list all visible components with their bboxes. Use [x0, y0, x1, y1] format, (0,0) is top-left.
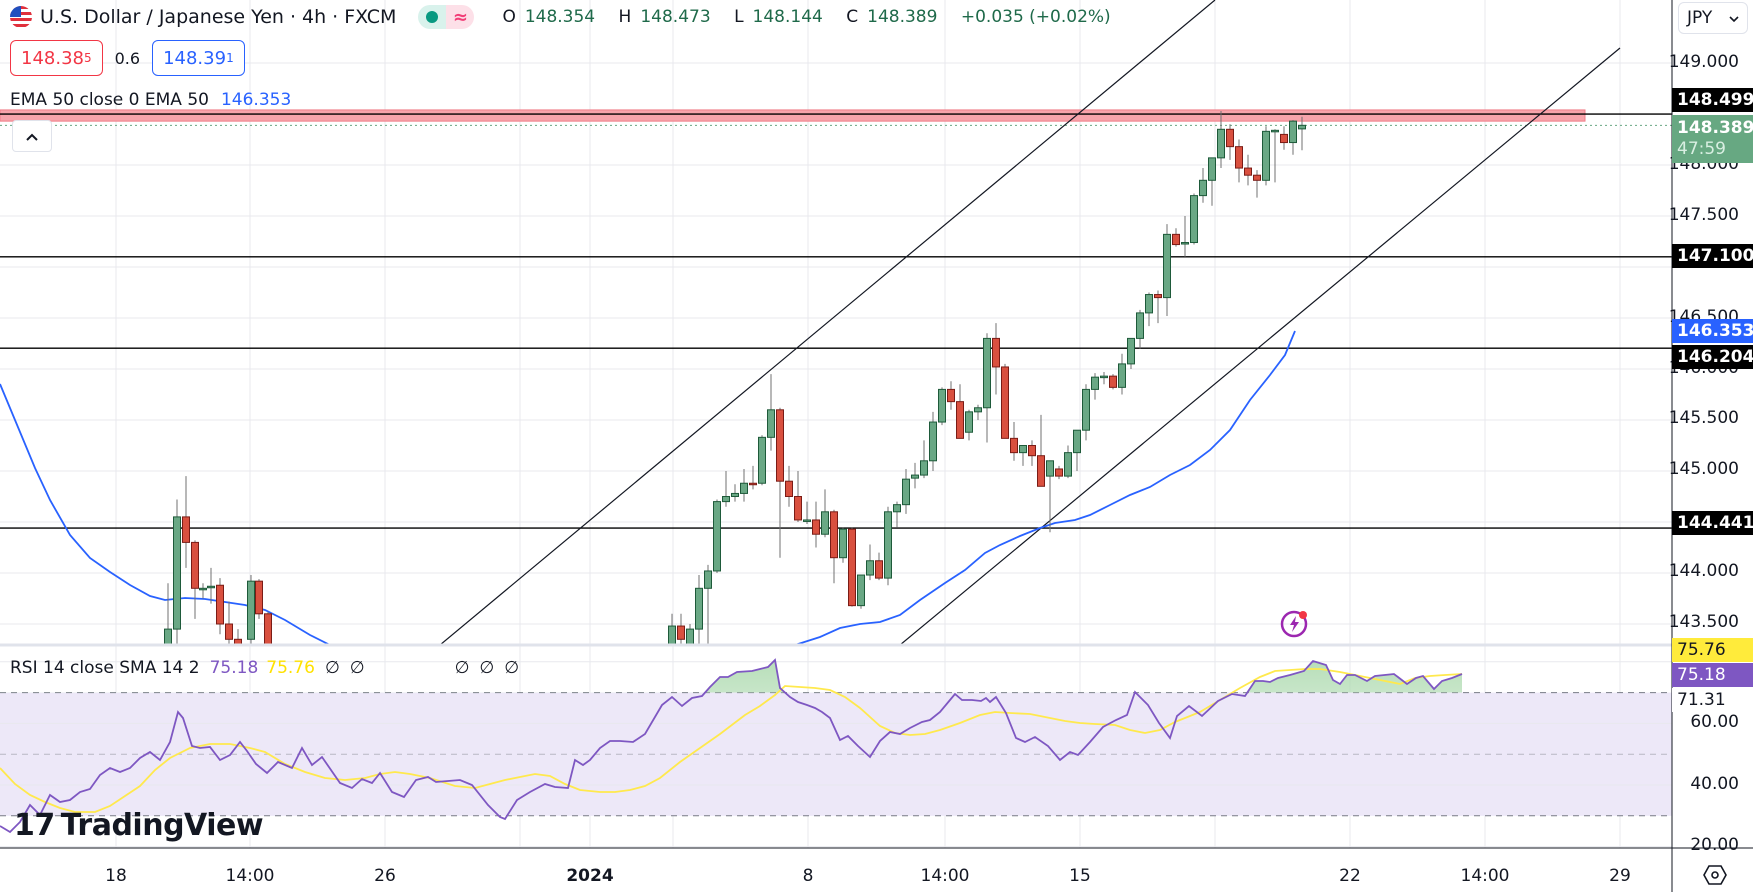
axis-tick-label: 149.000 [1668, 52, 1739, 72]
time-tick-label: 29 [1609, 866, 1631, 886]
collapse-legend-button[interactable] [12, 120, 52, 152]
market-status-pill[interactable]: ≈ [418, 5, 475, 29]
lightning-alerts-icon[interactable] [1278, 606, 1312, 640]
axis-tick-label: 147.500 [1668, 205, 1739, 225]
axis-settings-button[interactable] [1700, 862, 1730, 888]
price-level-tag: 146.204 [1672, 345, 1753, 369]
currency-label: JPY [1687, 8, 1713, 28]
time-tick-label: 15 [1069, 866, 1091, 886]
symbol-title[interactable]: U.S. Dollar / Japanese Yen [40, 6, 284, 28]
time-tick-label: 2024 [566, 866, 614, 886]
time-tick-label: 14:00 [1460, 866, 1510, 886]
na-value: ∅ [324, 658, 340, 678]
ema-value: 146.353 [220, 90, 292, 110]
sell-button[interactable]: 148.38 5 [10, 40, 103, 76]
time-tick-label: 22 [1339, 866, 1361, 886]
interval-label[interactable]: 4h [302, 6, 327, 28]
na-value: ∅ [479, 658, 495, 678]
separator: · [289, 6, 297, 28]
separator: · [332, 6, 339, 28]
rsi-sma-value: 75.76 [266, 658, 315, 678]
rsi-value: 75.18 [209, 658, 259, 678]
exchange-label: FXCM [344, 6, 397, 28]
na-value: ∅ [504, 658, 519, 678]
tradingview-logo-icon: 17 [14, 808, 55, 843]
ohlc-values: O 148.354 H 148.473 L 148.144 C 148.389 +0.0… [502, 7, 1111, 27]
market-open-dot-icon [426, 11, 439, 23]
chevron-down-icon [1729, 8, 1739, 28]
us-flag-icon [10, 6, 32, 28]
rsi-legend[interactable]: RSI 14 close SMA 14 2 75.18 75.76 ∅ ∅ ∅ … [10, 657, 519, 679]
time-tick-label: 14:00 [920, 866, 970, 886]
currency-selector[interactable]: JPY [1678, 2, 1748, 34]
symbol-legend[interactable]: U.S. Dollar / Japanese Yen · 4h · FXCM ≈… [10, 4, 1120, 30]
price-level-tag: 146.353 [1672, 319, 1753, 343]
price-level-tag: 75.18 [1672, 663, 1753, 687]
buy-sell-panel: 148.38 5 0.6 148.39 1 [10, 40, 245, 76]
ema-legend[interactable]: EMA 50 close 0 EMA 50 146.353 [10, 89, 291, 111]
time-tick-label: 18 [105, 866, 127, 886]
axis-tick-label: 20.00 [1690, 835, 1739, 855]
ema-label: EMA 50 close 0 EMA 50 [10, 90, 209, 110]
tradingview-logo-text: TradingView [60, 808, 264, 843]
spread-value: 0.6 [114, 48, 141, 68]
price-level-tag: 71.31 [1672, 688, 1753, 712]
buy-button[interactable]: 148.39 1 [152, 40, 245, 76]
chevron-up-icon [25, 127, 39, 146]
axis-tick-label: 143.500 [1668, 612, 1739, 632]
na-value: ∅ [349, 658, 365, 678]
na-value: ∅ [454, 658, 470, 678]
bar-countdown: 47:59 [1677, 139, 1726, 159]
time-tick-label: 8 [802, 866, 814, 886]
price-level-tag: 148.499 [1672, 88, 1753, 112]
current-price-tag: 148.389 47:59 [1672, 115, 1753, 163]
axis-settings-hexagon-icon [1703, 865, 1727, 885]
axis-tick-label: 60.00 [1690, 712, 1739, 732]
time-tick-label: 14:00 [225, 866, 275, 886]
price-level-tag: 75.76 [1672, 638, 1753, 662]
price-level-tag: 147.100 [1672, 244, 1753, 268]
price-level-tag: 144.441 [1672, 511, 1753, 535]
axis-tick-label: 145.500 [1668, 408, 1739, 428]
axis-tick-label: 145.000 [1668, 459, 1739, 479]
axis-tick-label: 144.000 [1668, 561, 1739, 581]
tradingview-logo[interactable]: 17 TradingView [14, 808, 264, 843]
rsi-label: RSI 14 close SMA 14 2 [10, 658, 200, 678]
time-tick-label: 26 [374, 866, 396, 886]
axis-tick-label: 40.00 [1690, 774, 1739, 794]
delayed-data-wave-icon: ≈ [446, 5, 475, 29]
price-change: +0.035 (+0.02%) [960, 7, 1111, 27]
